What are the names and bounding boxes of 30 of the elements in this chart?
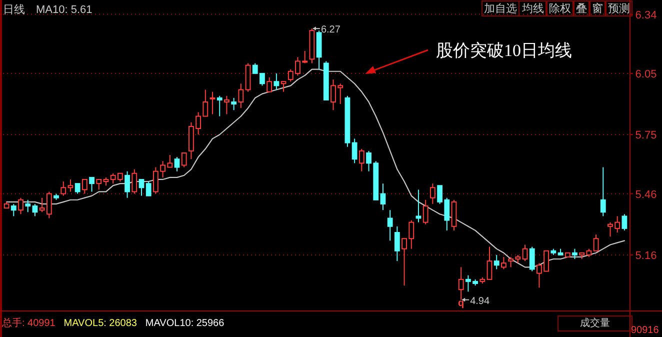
candlestick (210, 91, 216, 115)
y-tick-label: 5.46 (635, 188, 657, 201)
annotation: 股价突破10日均线 (436, 41, 572, 60)
text: 成交量 (580, 317, 610, 329)
annotation: 叠 (576, 3, 587, 15)
annotation: 窗 (592, 2, 603, 15)
candlestick (416, 189, 422, 223)
text: 90916 (631, 325, 660, 336)
y-tick-label: 5.16 (635, 250, 657, 262)
text: MAVOL10: 25966 (145, 318, 225, 329)
annotation: 6.27 (320, 24, 341, 36)
annotation: 4.94 (470, 296, 490, 307)
annotation: 预测 (608, 3, 630, 15)
annotation: 均线 (521, 2, 544, 15)
candlestick (245, 62, 251, 92)
annotation: 日线 (3, 3, 25, 16)
text: MAVOL5: 26083 (64, 318, 138, 329)
annotation: MA10: 5.61 (36, 4, 92, 16)
candlestick (380, 183, 386, 211)
annotation: 加自选 (484, 2, 517, 15)
annotation: 除权 (549, 3, 571, 15)
candlestick (458, 266, 464, 300)
y-tick-label: 6.05 (635, 68, 657, 80)
text: 总手: 40991 (1, 317, 56, 329)
annotation: q (458, 298, 464, 309)
y-tick-label: 5.75 (635, 130, 657, 142)
candlestick (238, 83, 244, 109)
candlestick (394, 226, 400, 262)
y-tick-label: 6.34 (635, 9, 657, 22)
candlestick (387, 210, 393, 242)
